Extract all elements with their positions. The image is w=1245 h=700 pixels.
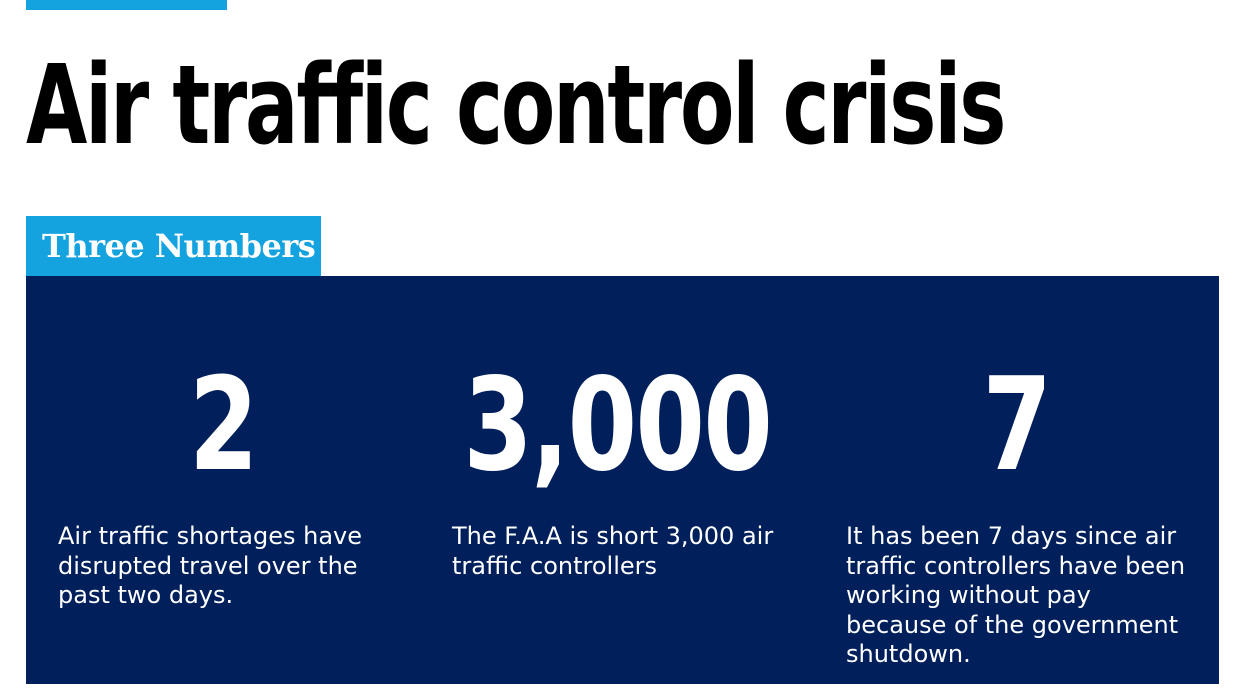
stat-number: 2 bbox=[189, 351, 258, 500]
page-title: Air traffic control crisis bbox=[26, 41, 1006, 169]
stat-card: 7 It has been 7 days since air traffic c… bbox=[814, 276, 1219, 684]
stat-description: The F.A.A is short 3,000 air traffic con… bbox=[452, 522, 774, 580]
stat-card: 2 Air traffic shortages have disrupted t… bbox=[26, 276, 420, 684]
section-label: Three Numbers bbox=[26, 216, 321, 276]
stat-description: It has been 7 days since air traffic con… bbox=[846, 522, 1186, 668]
stat-card: 3,000 The F.A.A is short 3,000 air traff… bbox=[420, 276, 814, 684]
top-accent-tab bbox=[26, 0, 227, 10]
stat-number: 3,000 bbox=[463, 351, 773, 500]
stat-description: Air traffic shortages have disrupted tra… bbox=[58, 522, 362, 609]
stat-number: 7 bbox=[982, 351, 1052, 500]
stats-panel: 2 Air traffic shortages have disrupted t… bbox=[26, 276, 1219, 684]
